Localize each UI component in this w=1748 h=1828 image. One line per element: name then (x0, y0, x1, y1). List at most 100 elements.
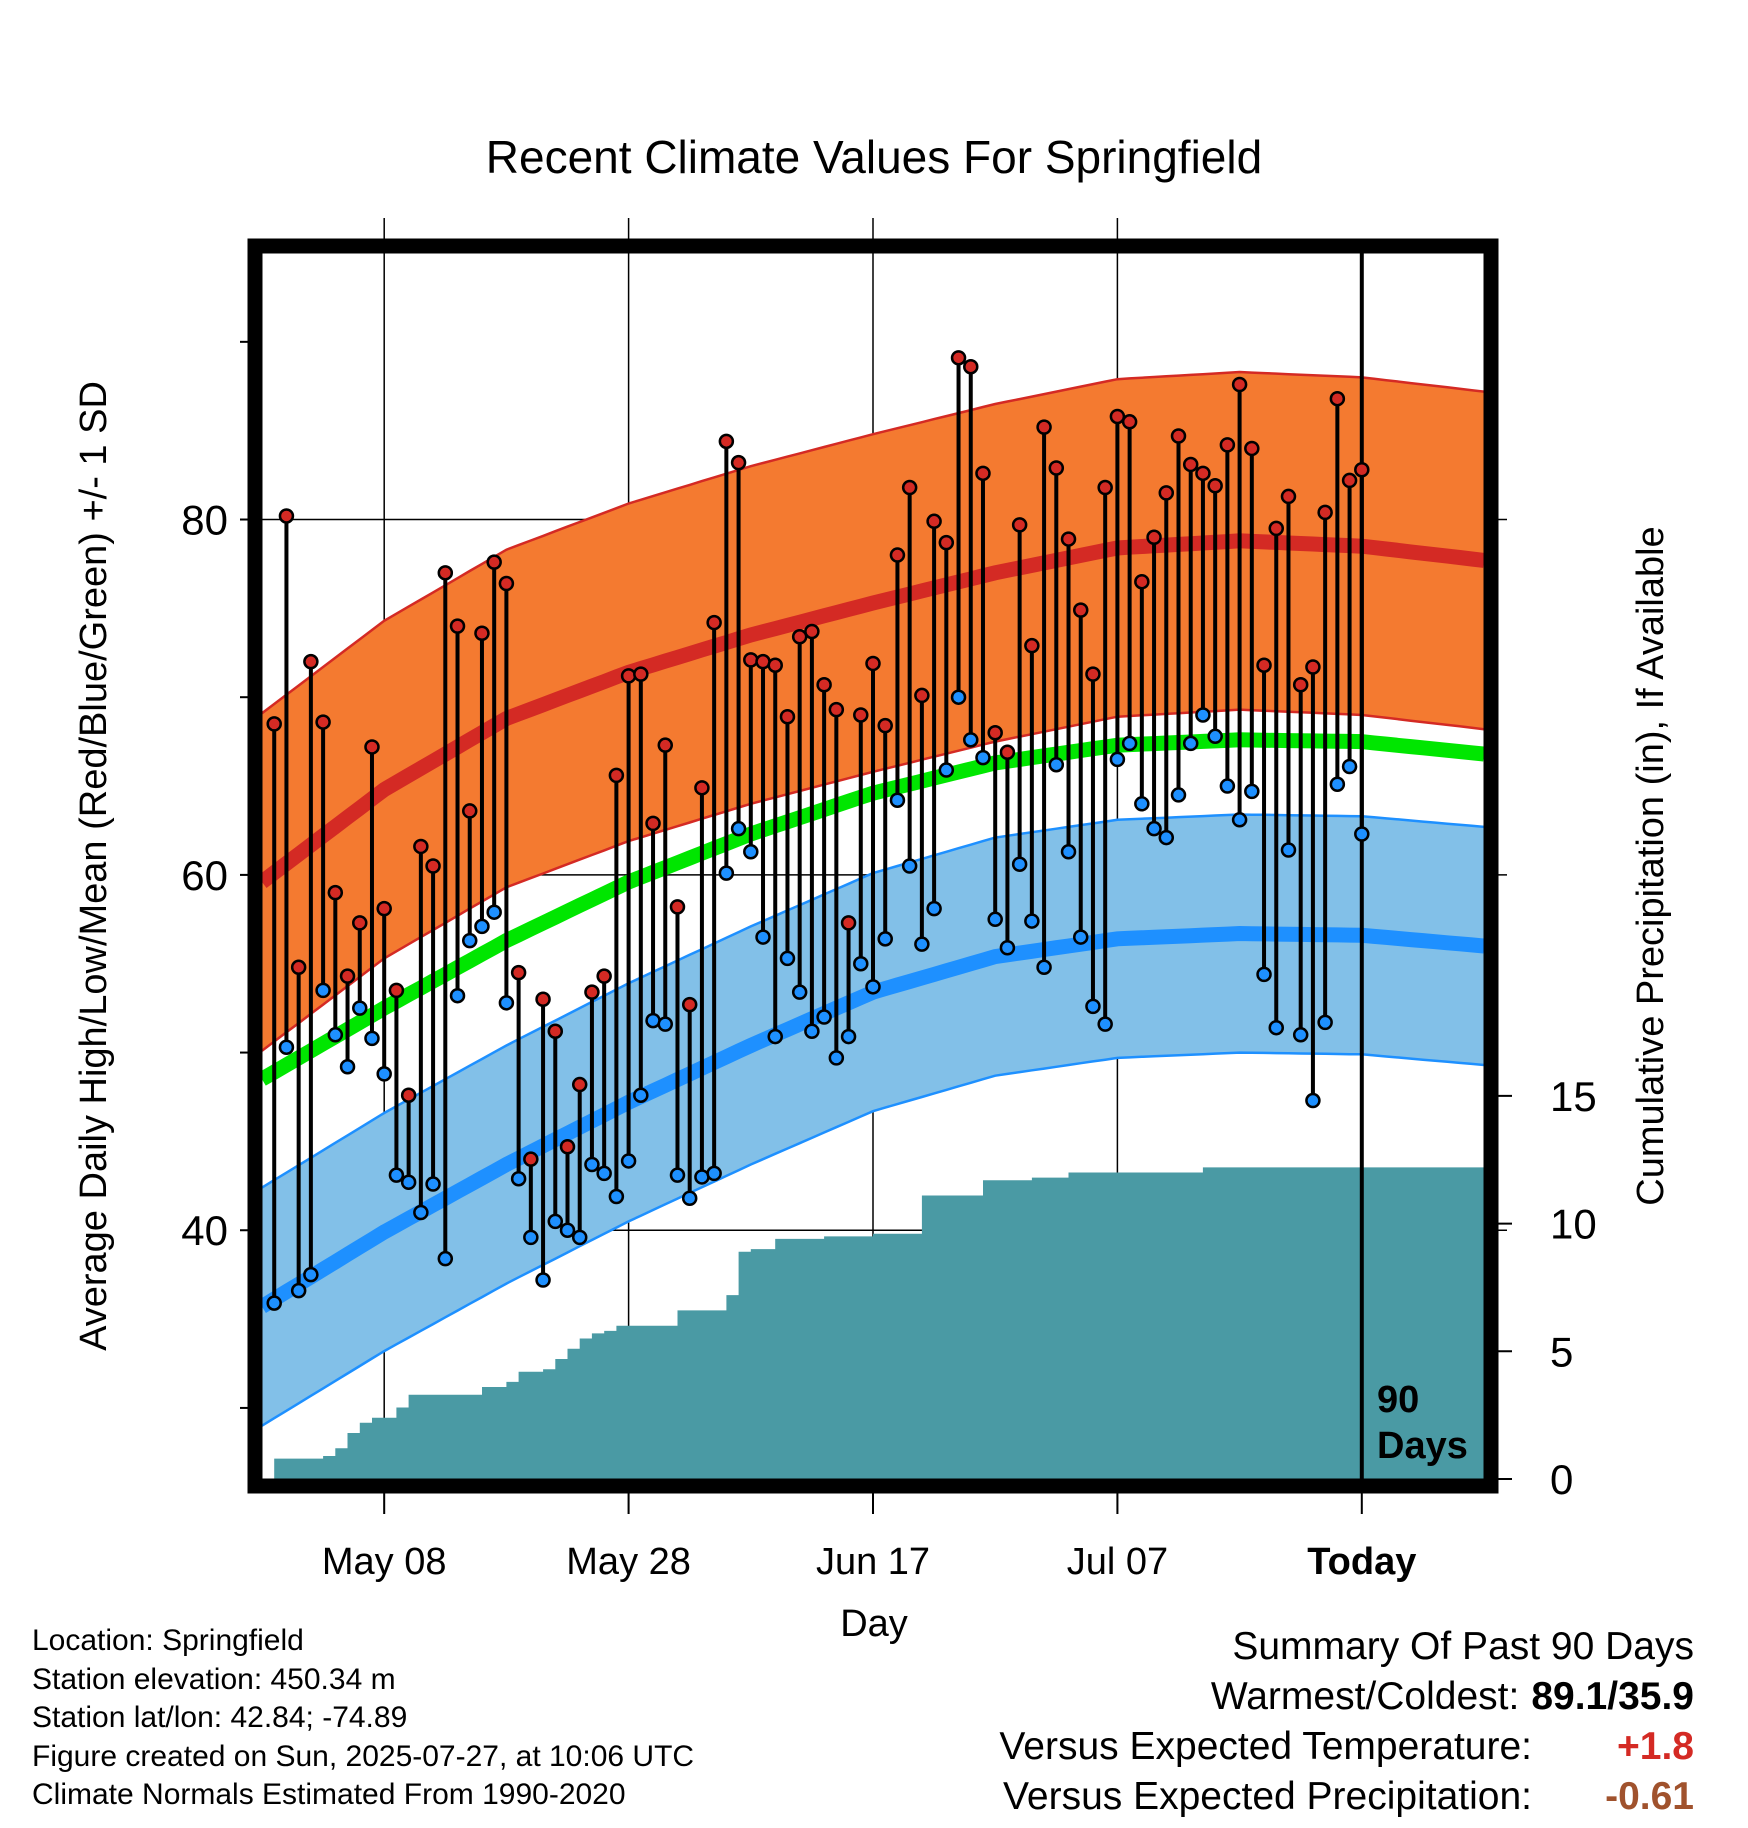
today-marker: 90 Days (1359, 253, 1468, 1479)
daily-low-point (339, 1059, 356, 1075)
daily-low-point (608, 1188, 625, 1205)
daily-high-point (315, 714, 331, 730)
daily-low-point (853, 955, 869, 972)
chart-title: Recent Climate Values For Springfield (486, 131, 1262, 183)
daily-low-point (266, 1295, 282, 1311)
daily-high-point (596, 968, 612, 984)
precip-anomaly-label: Versus Expected Precipitation: (1003, 1775, 1532, 1818)
daily-low-point (1231, 812, 1248, 828)
daily-high-point (449, 618, 466, 634)
daily-high-point (914, 687, 930, 704)
daily-high-point (266, 716, 282, 732)
daily-high-point (1024, 637, 1040, 654)
daily-low-point (706, 1165, 722, 1182)
daily-high-point (963, 358, 979, 375)
daily-low-point (865, 979, 881, 995)
daily-low-point (816, 1009, 832, 1025)
daily-low-point (1109, 751, 1126, 768)
y-right-tick-label: 0 (1550, 1456, 1573, 1503)
daily-low-point (1292, 1027, 1309, 1043)
daily-low-point (1048, 756, 1065, 773)
daily-low-point (1146, 820, 1162, 837)
daily-low-point (1268, 1019, 1285, 1036)
daily-high-point (278, 508, 295, 524)
daily-low-point (425, 1176, 441, 1192)
daily-low-point (730, 820, 747, 837)
daily-high-point (486, 554, 502, 570)
daily-low-point (889, 792, 906, 809)
daily-high-point (523, 1151, 539, 1167)
daily-high-point (1036, 419, 1052, 435)
daily-high-point (779, 708, 796, 725)
daily-low-point (461, 932, 478, 949)
daily-low-point (449, 987, 466, 1004)
daily-high-point (975, 465, 991, 482)
daily-high-point (571, 1076, 588, 1093)
daily-high-point (1219, 437, 1236, 453)
daily-high-point (938, 534, 955, 551)
daily-low-point (547, 1213, 564, 1230)
daily-low-point (779, 950, 796, 967)
daily-low-point (1072, 929, 1089, 945)
daily-high-point (1305, 659, 1321, 675)
high-band-upper-edge (262, 370, 1484, 715)
daily-low-point (620, 1153, 637, 1169)
daily-high-point (1341, 472, 1358, 489)
daily-low-point (596, 1165, 612, 1182)
daily-high-point (1317, 504, 1333, 521)
daily-high-point (889, 547, 906, 563)
daily-low-point (1182, 735, 1199, 752)
daily-high-point (510, 964, 527, 981)
created-text: Figure created on Sun, 2025-07-27, at 10… (32, 1739, 695, 1773)
daily-low-point (400, 1174, 417, 1191)
daily-low-point (681, 1190, 698, 1207)
precip-area-layer (262, 1167, 1484, 1479)
daily-high-point (559, 1138, 576, 1155)
daily-high-point (791, 629, 808, 645)
x-tick-label: May 08 (322, 1541, 447, 1583)
daily-low-point (278, 1039, 295, 1055)
daily-low-point (1121, 735, 1138, 752)
daily-low-point (523, 1229, 539, 1246)
y-right-tick-label: 5 (1550, 1328, 1573, 1375)
daily-low-point (743, 844, 759, 860)
daily-low-point (388, 1167, 405, 1183)
daily-high-point (987, 724, 1003, 741)
daily-high-point (1146, 529, 1162, 546)
daily-high-point (290, 959, 307, 976)
warm-cold-row: Warmest/Coldest: 89.1/35.9 (999, 1672, 1694, 1722)
daily-low-point (290, 1282, 307, 1299)
daily-high-point (816, 677, 832, 693)
daily-low-point (1207, 728, 1223, 745)
y-left-tick-label: 60 (181, 852, 228, 899)
daily-high-point (608, 767, 625, 784)
daily-low-point (474, 918, 490, 935)
daily-high-point (926, 513, 942, 530)
daily-low-point (413, 1204, 429, 1221)
daily-high-point (1072, 602, 1089, 618)
daily-low-point (1219, 778, 1236, 794)
daily-low-point (1085, 998, 1101, 1015)
x-tick-label: May 28 (566, 1541, 691, 1583)
today-days-number: 90 (1377, 1379, 1419, 1421)
daily-low-point (1256, 966, 1272, 983)
daily-high-point (1060, 531, 1077, 547)
daily-high-point (498, 575, 515, 592)
daily-low-point (926, 900, 942, 917)
today-days-label: Days (1377, 1425, 1468, 1467)
daily-high-point (645, 815, 661, 832)
warm-cold-value: 89.1/35.9 (1531, 1675, 1694, 1718)
normals-text: Climate Normals Estimated From 1990-2020 (32, 1778, 626, 1811)
daily-low-point (510, 1170, 527, 1187)
daily-low-point (352, 1000, 368, 1016)
daily-high-point (1182, 456, 1199, 473)
daily-low-point (828, 1050, 845, 1066)
daily-low-point (535, 1272, 551, 1288)
plot-frame (247, 238, 1499, 1494)
daily-low-point (498, 995, 515, 1011)
daily-high-point (1195, 465, 1211, 482)
daily-low-point (633, 1087, 649, 1103)
daily-high-point (1354, 462, 1370, 478)
location-text: Location: Springfield (32, 1624, 304, 1657)
